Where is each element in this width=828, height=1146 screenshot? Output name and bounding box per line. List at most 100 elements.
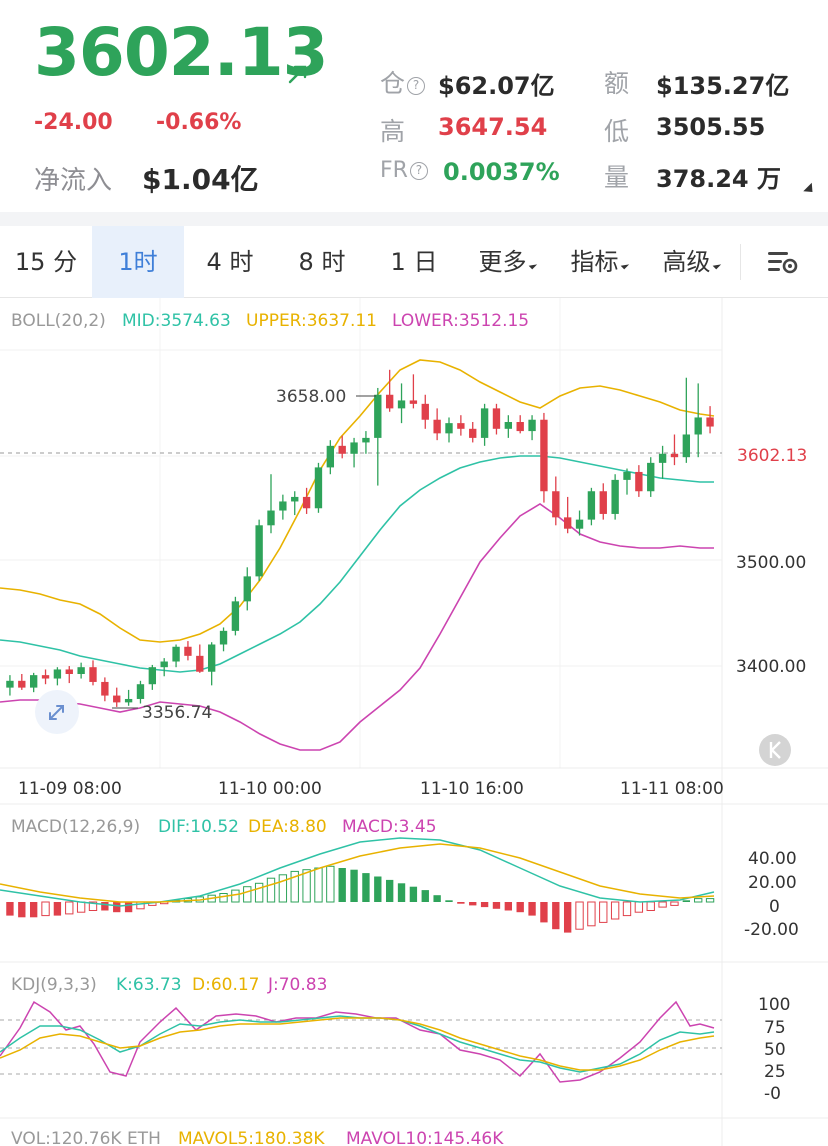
macd-bar (694, 898, 703, 903)
kdj-tick-25: 25 (764, 1062, 786, 1082)
macd-bar (278, 874, 288, 903)
macd-value: MACD:3.45 (342, 817, 437, 837)
macd-bar (350, 869, 358, 902)
macd-bar (670, 901, 679, 906)
candle-body (492, 408, 501, 429)
boll-upper-line (0, 359, 715, 643)
macd-dea: DEA:8.80 (248, 817, 327, 837)
kdj-d: D:60.17 (192, 975, 260, 995)
candle-body (409, 400, 418, 404)
tab-label: 4 时 (206, 248, 254, 276)
y-tick-3400: 3400.00 (736, 657, 806, 677)
kline-chart-area[interactable]: BOLL(20,2) MID:3574.63 UPPER:3637.11 LOW… (0, 298, 828, 1146)
candle-body (89, 667, 97, 682)
chart-settings-icon[interactable] (766, 248, 798, 276)
macd-bar (18, 902, 26, 918)
expand-corner-icon[interactable] (803, 182, 817, 197)
boll-lower-line (0, 503, 714, 751)
current-price-tag: 3602.13 (737, 446, 807, 466)
macd-bar (646, 901, 655, 911)
macd-bar (302, 869, 311, 903)
candle-body (53, 669, 62, 679)
candle-body (575, 519, 584, 529)
tab-4h[interactable]: 4 时 (184, 226, 276, 298)
macd-bar (480, 902, 489, 908)
k-line-switch-icon[interactable] (759, 734, 791, 766)
macd-bar (575, 901, 584, 930)
macd-tick-20: 20.00 (748, 873, 797, 893)
tab-1h[interactable]: 1时 (92, 226, 184, 298)
candle-body (611, 479, 619, 514)
macd-bar (53, 902, 62, 916)
tab-8h[interactable]: 8 时 (276, 226, 368, 298)
candle-body (302, 496, 311, 509)
macd-bar (552, 902, 560, 930)
tab-label: 高级 (662, 248, 711, 276)
macd-bar (254, 882, 264, 903)
macd-bar (433, 895, 441, 902)
macd-bar (219, 893, 228, 903)
x-tick-3: 11-10 16:00 (420, 779, 524, 799)
macd-bar (504, 902, 513, 911)
candle-body (599, 491, 607, 514)
amount-value: $135.27亿 (656, 72, 790, 100)
funding-rate-label-text: FR (380, 158, 408, 183)
tab-advanced[interactable]: 高级 (644, 226, 736, 298)
change-percent: -0.66% (156, 110, 242, 135)
kdj-tick-100: 100 (758, 995, 790, 1015)
funding-rate-label[interactable]: FR? (380, 158, 428, 183)
candle-body (41, 675, 50, 679)
tab-indicators[interactable]: 指标 (552, 226, 644, 298)
candle-body (279, 501, 287, 511)
vol-mavol5: MAVOL5:180.38K (178, 1129, 325, 1146)
candle-body (469, 428, 477, 438)
candle-body (101, 681, 109, 696)
tab-more[interactable]: 更多 (460, 226, 552, 298)
dropdown-caret-icon (712, 260, 721, 270)
kdj-tick-0: -0 (764, 1084, 781, 1104)
macd-bar (29, 902, 38, 918)
candle-body (326, 445, 335, 468)
last-price: 3602.13 (34, 14, 329, 91)
boll-label: BOLL(20,2) (11, 311, 106, 331)
tab-15m[interactable]: 15 分 (0, 226, 92, 298)
macd-bar (587, 901, 596, 927)
position-label[interactable]: 仓? (380, 64, 426, 100)
macd-bar (397, 883, 406, 902)
candle-body (291, 496, 299, 502)
candle-body (113, 695, 121, 703)
tab-label: 1时 (118, 248, 158, 276)
amount-label: 额 (604, 69, 630, 98)
high-value: 3647.54 (438, 113, 548, 141)
dropdown-caret-icon (528, 260, 537, 270)
candle-body (338, 445, 346, 454)
help-icon[interactable]: ? (407, 77, 426, 95)
macd-bar (101, 902, 109, 911)
vol-label: VOL:120.76K ETH (11, 1129, 161, 1146)
help-icon[interactable]: ? (409, 162, 428, 180)
high-price-marker: 3658.00 (276, 387, 346, 407)
tab-1d[interactable]: 1 日 (368, 226, 460, 298)
macd-bar (243, 886, 252, 903)
macd-bar (610, 901, 620, 920)
net-flow-value: $1.04亿 (142, 163, 259, 196)
candle-body (362, 437, 370, 443)
low-price-marker: 3356.74 (142, 703, 212, 723)
high-label: 高 (380, 117, 406, 146)
candle-body (433, 419, 441, 434)
candle-body (314, 467, 323, 509)
candlesticks (6, 369, 714, 707)
macd-bar (362, 873, 370, 902)
macd-bar (705, 898, 715, 903)
macd-bar (516, 902, 524, 913)
candle-body (445, 423, 453, 434)
macd-tick-neg20: -20.00 (744, 920, 799, 940)
macd-dif: DIF:10.52 (158, 817, 239, 837)
macd-bar (457, 902, 465, 904)
macd-bar (445, 900, 453, 902)
kdj-j: J:70.83 (267, 975, 327, 995)
candle-body (243, 576, 251, 602)
kline-chart-svg[interactable]: BOLL(20,2) MID:3574.63 UPPER:3637.11 LOW… (0, 298, 828, 1146)
macd-bar (658, 901, 667, 908)
expand-chart-icon[interactable] (35, 690, 79, 734)
